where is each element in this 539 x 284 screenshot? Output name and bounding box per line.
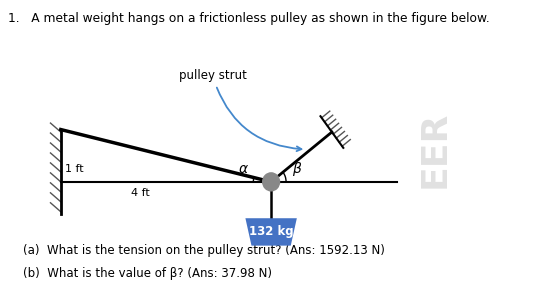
Text: (a)  What is the tension on the pulley strut? (Ans: 1592.13 N): (a) What is the tension on the pulley st… <box>23 244 385 257</box>
Text: 1 ft: 1 ft <box>65 164 83 174</box>
Text: α: α <box>239 162 248 176</box>
Circle shape <box>262 173 280 191</box>
Text: 1.   A metal weight hangs on a frictionless pulley as shown in the figure below.: 1. A metal weight hangs on a frictionles… <box>9 12 490 26</box>
Text: (b)  What is the value of β? (Ans: 37.98 N): (b) What is the value of β? (Ans: 37.98 … <box>23 267 272 279</box>
Text: pulley strut: pulley strut <box>179 69 301 151</box>
Text: EER: EER <box>418 111 452 188</box>
Polygon shape <box>245 218 297 246</box>
Text: 4 ft: 4 ft <box>132 188 150 198</box>
Text: 132 kg: 132 kg <box>249 225 293 239</box>
Text: β: β <box>292 162 301 176</box>
